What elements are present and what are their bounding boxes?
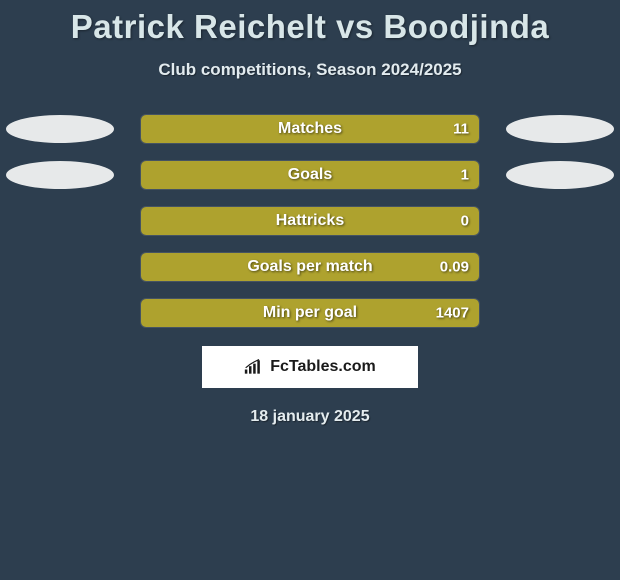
bar-track: Goals 1: [140, 160, 480, 190]
bar-chart-icon: [244, 359, 264, 375]
bar-fill: [141, 207, 479, 235]
bar-fill: [141, 253, 479, 281]
bar-fill: [141, 115, 479, 143]
logo-text: FcTables.com: [270, 358, 376, 376]
bar-track: Goals per match 0.09: [140, 252, 480, 282]
bar-track: Matches 11: [140, 114, 480, 144]
comparison-infographic: Patrick Reichelt vs Boodjinda Club compe…: [0, 0, 620, 580]
bar-fill: [141, 299, 479, 327]
player-left-marker: [6, 115, 114, 143]
bar-fill: [141, 161, 479, 189]
player-right-marker: [506, 161, 614, 189]
stat-row: Matches 11: [0, 114, 620, 144]
stat-row: Min per goal 1407: [0, 298, 620, 328]
date: 18 january 2025: [0, 408, 620, 426]
stat-row: Goals 1: [0, 160, 620, 190]
player-left-marker: [6, 161, 114, 189]
stat-row: Goals per match 0.09: [0, 252, 620, 282]
bar-track: Hattricks 0: [140, 206, 480, 236]
stat-row: Hattricks 0: [0, 206, 620, 236]
subtitle: Club competitions, Season 2024/2025: [0, 60, 620, 80]
stat-rows: Matches 11 Goals 1 Hattricks 0: [0, 114, 620, 328]
page-title: Patrick Reichelt vs Boodjinda: [0, 8, 620, 46]
logo[interactable]: FcTables.com: [202, 346, 418, 388]
player-right-marker: [506, 115, 614, 143]
bar-track: Min per goal 1407: [140, 298, 480, 328]
